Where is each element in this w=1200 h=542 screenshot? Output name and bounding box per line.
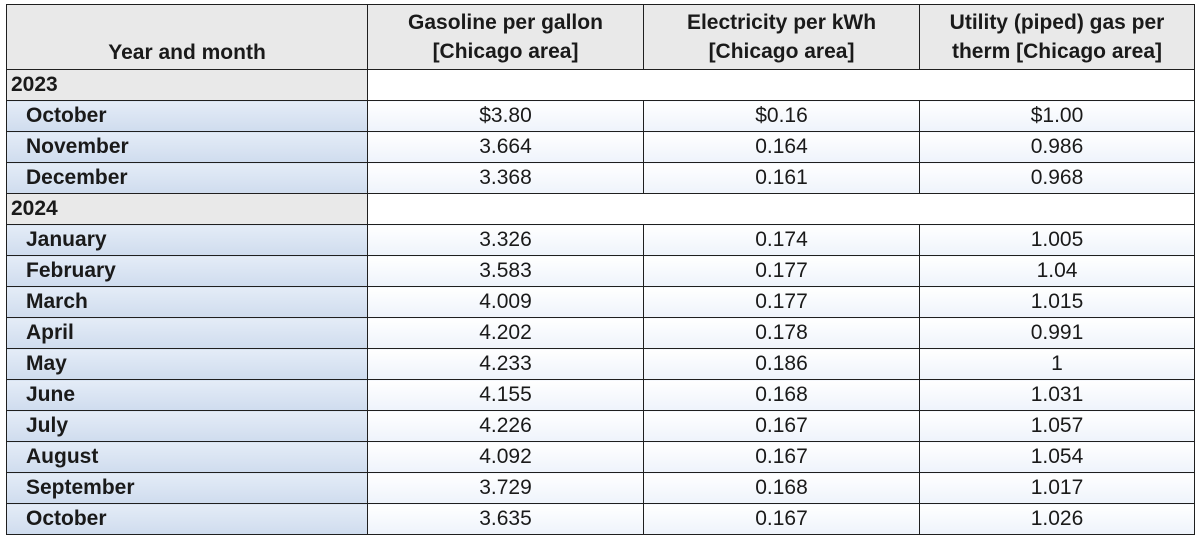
gasoline-price-cell: 4.009 bbox=[367, 286, 644, 318]
year-label: 2023 bbox=[6, 69, 368, 101]
gasoline-price-cell: 3.664 bbox=[367, 131, 644, 163]
table-row: September 3.729 0.168 1.017 bbox=[6, 472, 1195, 504]
gasoline-price-cell: 3.326 bbox=[367, 224, 644, 256]
month-label: October bbox=[6, 100, 368, 132]
month-label: July bbox=[6, 410, 368, 442]
month-label: February bbox=[6, 255, 368, 287]
electricity-price-cell: 0.178 bbox=[643, 317, 920, 349]
year-row-blank bbox=[367, 193, 1195, 225]
month-label: March bbox=[6, 286, 368, 318]
table-row: January 3.326 0.174 1.005 bbox=[6, 224, 1195, 256]
header-line: [Chicago area] bbox=[432, 40, 579, 63]
header-utility-gas: Utility (piped) gas per therm [Chicago a… bbox=[919, 4, 1195, 70]
utility-gas-price-cell: 1.017 bbox=[919, 472, 1195, 504]
gasoline-price-cell: 4.233 bbox=[367, 348, 644, 380]
header-gasoline: Gasoline per gallon [Chicago area] bbox=[367, 4, 644, 70]
year-row: 2024 bbox=[6, 193, 1195, 225]
year-row: 2023 bbox=[6, 69, 1195, 101]
header-line: Year and month bbox=[108, 41, 266, 64]
utility-gas-price-cell: 0.968 bbox=[919, 162, 1195, 194]
electricity-price-cell: 0.167 bbox=[643, 441, 920, 473]
utility-gas-price-cell: 1.054 bbox=[919, 441, 1195, 473]
year-label: 2024 bbox=[6, 193, 368, 225]
table-row: June 4.155 0.168 1.031 bbox=[6, 379, 1195, 411]
table-row: March 4.009 0.177 1.015 bbox=[6, 286, 1195, 318]
utility-gas-price-cell: 1.057 bbox=[919, 410, 1195, 442]
table-row: November 3.664 0.164 0.986 bbox=[6, 131, 1195, 163]
month-label: January bbox=[6, 224, 368, 256]
electricity-price-cell: 0.177 bbox=[643, 286, 920, 318]
utility-gas-price-cell: 0.986 bbox=[919, 131, 1195, 163]
table-row: April 4.202 0.178 0.991 bbox=[6, 317, 1195, 349]
electricity-price-cell: 0.167 bbox=[643, 503, 920, 535]
header-line: [Chicago area] bbox=[708, 40, 855, 63]
month-label: December bbox=[6, 162, 368, 194]
header-electricity: Electricity per kWh [Chicago area] bbox=[643, 4, 920, 70]
electricity-price-cell: 0.177 bbox=[643, 255, 920, 287]
gasoline-price-cell: 3.368 bbox=[367, 162, 644, 194]
utility-gas-price-cell: 1 bbox=[919, 348, 1195, 380]
header-year-month: Year and month bbox=[6, 4, 368, 70]
gasoline-price-cell: 4.226 bbox=[367, 410, 644, 442]
table-body: 2023 October $3.80 $0.16 $1.00 November 3.664 0… bbox=[6, 69, 1195, 535]
header-line: therm [Chicago area] bbox=[951, 40, 1163, 63]
utility-gas-price-cell: 1.015 bbox=[919, 286, 1195, 318]
table-row: May 4.233 0.186 1 bbox=[6, 348, 1195, 380]
header-line: Electricity per kWh bbox=[686, 11, 877, 34]
month-label: May bbox=[6, 348, 368, 380]
gasoline-price-cell: $3.80 bbox=[367, 100, 644, 132]
electricity-price-cell: $0.16 bbox=[643, 100, 920, 132]
gasoline-price-cell: 4.202 bbox=[367, 317, 644, 349]
header-row: Year and month Gasoline per gallon [Chic… bbox=[6, 4, 1195, 70]
price-table: Year and month Gasoline per gallon [Chic… bbox=[6, 4, 1195, 535]
utility-gas-price-cell: 0.991 bbox=[919, 317, 1195, 349]
table-row: October 3.635 0.167 1.026 bbox=[6, 503, 1195, 535]
gasoline-price-cell: 4.155 bbox=[367, 379, 644, 411]
gasoline-price-cell: 3.635 bbox=[367, 503, 644, 535]
month-label: June bbox=[6, 379, 368, 411]
electricity-price-cell: 0.174 bbox=[643, 224, 920, 256]
gasoline-price-cell: 4.092 bbox=[367, 441, 644, 473]
electricity-price-cell: 0.161 bbox=[643, 162, 920, 194]
utility-gas-price-cell: $1.00 bbox=[919, 100, 1195, 132]
gasoline-price-cell: 3.729 bbox=[367, 472, 644, 504]
electricity-price-cell: 0.168 bbox=[643, 379, 920, 411]
table-row: December 3.368 0.161 0.968 bbox=[6, 162, 1195, 194]
table-row: February 3.583 0.177 1.04 bbox=[6, 255, 1195, 287]
table-row: October $3.80 $0.16 $1.00 bbox=[6, 100, 1195, 132]
header-line: Utility (piped) gas per bbox=[949, 11, 1165, 34]
month-label: November bbox=[6, 131, 368, 163]
year-row-blank bbox=[367, 69, 1195, 101]
electricity-price-cell: 0.164 bbox=[643, 131, 920, 163]
utility-gas-price-cell: 1.031 bbox=[919, 379, 1195, 411]
utility-gas-price-cell: 1.026 bbox=[919, 503, 1195, 535]
month-label: October bbox=[6, 503, 368, 535]
electricity-price-cell: 0.186 bbox=[643, 348, 920, 380]
electricity-price-cell: 0.167 bbox=[643, 410, 920, 442]
month-label: September bbox=[6, 472, 368, 504]
electricity-price-cell: 0.168 bbox=[643, 472, 920, 504]
table-row: August 4.092 0.167 1.054 bbox=[6, 441, 1195, 473]
month-label: April bbox=[6, 317, 368, 349]
utility-gas-price-cell: 1.04 bbox=[919, 255, 1195, 287]
header-line: Gasoline per gallon bbox=[408, 11, 603, 34]
table-row: July 4.226 0.167 1.057 bbox=[6, 410, 1195, 442]
utility-gas-price-cell: 1.005 bbox=[919, 224, 1195, 256]
gasoline-price-cell: 3.583 bbox=[367, 255, 644, 287]
month-label: August bbox=[6, 441, 368, 473]
